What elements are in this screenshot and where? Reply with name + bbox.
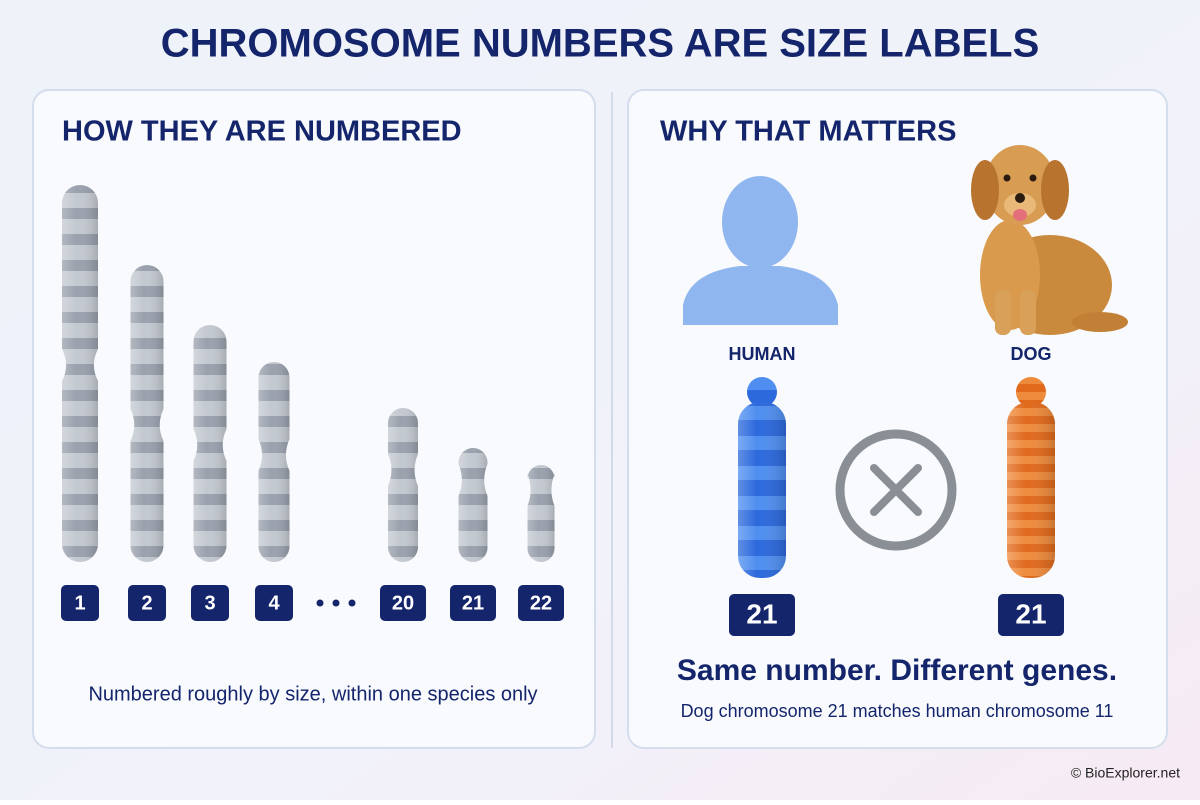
chromosome-number: 1 [74,592,85,614]
number-badge [518,585,564,621]
number-badge [191,585,229,621]
chromosome-number: 2 [141,592,152,614]
species-label: DOG [1010,344,1051,364]
chromosome-number: 22 [530,592,552,614]
footer: © BioExplorer.net [1071,765,1180,781]
not-equal-icon [835,429,957,551]
headline: Same number. Different genes. [677,654,1117,687]
ellipsis [316,599,356,607]
number-badge [380,585,426,621]
number-badge [998,594,1064,636]
number-badge [255,585,293,621]
chromosome-knob [747,377,777,407]
panel-heading: WHY THAT MATTERS [660,116,956,148]
chromosome-number: 21 [1015,598,1046,629]
chromosome-number: 3 [204,592,215,614]
panel-heading: HOW THEY ARE NUMBERED [62,116,462,148]
chromosome-shade [62,185,98,562]
caption: Numbered roughly by size, within one spe… [88,683,537,705]
chromosome-shade [527,465,555,562]
chromosome-shade [738,402,786,578]
chromosome-shade [388,408,418,562]
chromosome-number: 4 [268,592,280,614]
number-badge [729,594,795,636]
chromosome-shade [130,265,164,562]
number-badge [450,585,496,621]
left-panel [32,89,596,749]
chromosome-number: 21 [746,598,777,629]
page-title: CHROMOSOME NUMBERS ARE SIZE LABELS [161,22,1040,66]
chromosome-shade [1007,402,1055,578]
number-badge [128,585,166,621]
right-panel [627,89,1168,749]
number-badge [61,585,99,621]
chromosome-shade [258,361,290,562]
dog-icon [971,145,1128,335]
chromosome-number: 20 [392,592,414,614]
chromosome-knob [1016,377,1046,407]
chromosome-shade [458,448,488,562]
chromosome-number: 21 [462,592,484,614]
chromosome-shade [193,325,227,562]
species-label: HUMAN [729,344,796,364]
human-icon [683,176,838,325]
note: Dog chromosome 21 matches human chromoso… [681,701,1114,721]
